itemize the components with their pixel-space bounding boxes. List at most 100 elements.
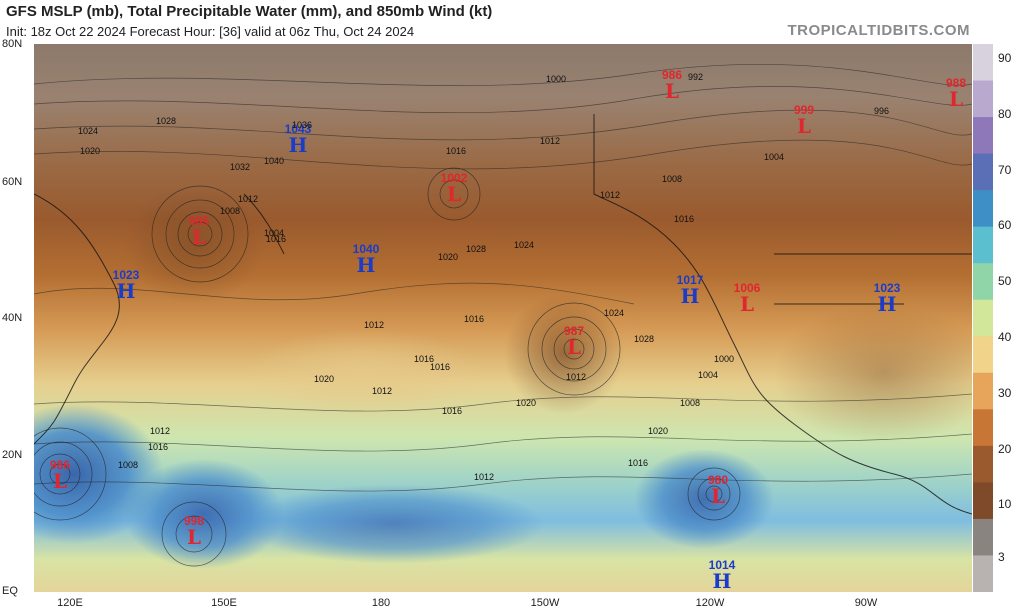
- low-letter: L: [796, 114, 812, 138]
- isobar-label: 992: [688, 72, 704, 82]
- low-pressure-center: 998 L: [183, 514, 205, 549]
- colorbar-tick-label: 50: [998, 274, 1012, 288]
- colorbar-swatch: [973, 117, 993, 155]
- isobar-label: 1040: [264, 156, 285, 166]
- pressure-value: 1006: [733, 281, 761, 295]
- isobar-label: 1036: [292, 120, 313, 130]
- isobar-label: 1012: [364, 320, 385, 330]
- colorbar-swatch: [973, 518, 993, 556]
- isobar-label: 1012: [600, 190, 621, 200]
- isobar-label: 1012: [566, 372, 587, 382]
- lon-label-120e: 120E: [57, 597, 83, 609]
- low-pressure-center: 986 L: [49, 458, 71, 493]
- colorbar-tick-label: 10: [998, 497, 1012, 511]
- low-letter: L: [948, 87, 964, 111]
- colorbar: [973, 44, 993, 592]
- isobar-label: 1012: [238, 194, 259, 204]
- colorbar-tick-label: 40: [998, 330, 1012, 344]
- low-letter: L: [739, 292, 755, 316]
- isobar-label: 1012: [540, 136, 561, 146]
- colorbar-swatch: [973, 336, 993, 374]
- pressure-value: 986: [661, 68, 683, 82]
- low-pressure-center: 1002 L: [440, 171, 468, 206]
- colorbar-tick-label: 70: [998, 163, 1012, 177]
- isobar-label: 1008: [118, 460, 139, 470]
- map-subtitle: Init: 18z Oct 22 2024 Forecast Hour: [36…: [6, 24, 415, 39]
- colorbar-swatch: [973, 190, 993, 228]
- high-letter: H: [877, 292, 897, 316]
- pressure-value: 987: [563, 324, 585, 338]
- isobar-label: 1000: [714, 354, 735, 364]
- moisture-blob: [244, 329, 484, 419]
- moisture-blob: [124, 184, 264, 304]
- isobar-lines: [34, 64, 972, 492]
- colorbar-swatch: [973, 555, 993, 592]
- colorbar-swatch: [973, 409, 993, 447]
- lon-label-180: 180: [371, 597, 391, 609]
- low-pressure-center: 987 L: [563, 324, 585, 359]
- colorbar-tick-label: 90: [998, 51, 1012, 65]
- low-pressure-center: 980 L: [707, 473, 729, 508]
- pressure-value: 988: [945, 76, 967, 90]
- isobar-label: 1032: [230, 162, 251, 172]
- low-pressure-center: 985 L: [189, 214, 209, 247]
- isobar-label: 1008: [220, 206, 241, 216]
- pressure-value: 1014: [708, 558, 736, 572]
- pressure-value: 998: [183, 514, 205, 528]
- high-letter: H: [712, 569, 732, 592]
- pressure-value: 980: [707, 473, 729, 487]
- isobar-label: 1004: [698, 370, 719, 380]
- colorbar-tick-label: 60: [998, 218, 1012, 232]
- colorbar-swatch: [973, 80, 993, 118]
- isobar-label: 1020: [314, 374, 335, 384]
- low-letter: L: [710, 484, 726, 508]
- low-letter: L: [446, 182, 462, 206]
- lon-label-150w: 150W: [530, 597, 560, 609]
- isobar-label: 1024: [78, 126, 99, 136]
- high-pressure-center: 1017 H: [676, 273, 704, 306]
- high-pressure-center: 1040 H: [352, 242, 380, 277]
- moisture-blob: [124, 459, 284, 569]
- pressure-value: 1023: [112, 268, 140, 282]
- isobar-label: 1028: [156, 116, 177, 126]
- isobar-label: 1016: [430, 362, 451, 372]
- colorbar-tick-label: 3: [998, 550, 1005, 564]
- isobar-label: 1012: [372, 386, 393, 396]
- colorbar-swatch: [973, 482, 993, 520]
- low-letter: L: [566, 335, 582, 359]
- high-letter: H: [356, 253, 376, 277]
- pressure-value: 1017: [676, 273, 704, 287]
- map-panel[interactable]: 986 L 999 L 988 L 1043 H 1002 L 985 L 1040 H 10…: [34, 44, 972, 592]
- isobar-label: 1008: [662, 174, 683, 184]
- isobar-label: 1020: [648, 426, 669, 436]
- isobar-label: 996: [874, 106, 890, 116]
- coastlines: [34, 114, 972, 515]
- isobar-label: 1016: [628, 458, 649, 468]
- high-pressure-center: 1043 H: [285, 122, 312, 157]
- isobar-label: 1016: [446, 146, 467, 156]
- isobar-label: 1028: [634, 334, 655, 344]
- colorbar-swatch: [973, 299, 993, 337]
- pressure-value: 1023: [873, 281, 901, 295]
- isobar-label: 1016: [464, 314, 485, 324]
- low-letter: L: [52, 469, 68, 493]
- high-pressure-center: 1023 H: [112, 268, 140, 301]
- low-pressure-center: 1006 L: [733, 281, 761, 316]
- pressure-value: 986: [49, 458, 71, 472]
- pressure-value: 1040: [352, 242, 380, 256]
- isobar-label: 1016: [414, 354, 435, 364]
- lat-label-20n: 20N: [2, 449, 23, 461]
- lat-label-eq: EQ: [2, 585, 18, 597]
- isobar-label: 1012: [474, 472, 495, 482]
- colorbar-tick-label: 30: [998, 386, 1012, 400]
- colorbar-tick-label: 20: [998, 442, 1012, 456]
- credit-watermark: TROPICALTIDBITS.COM: [787, 22, 970, 39]
- isobar-label: 1016: [674, 214, 695, 224]
- lat-label-40n: 40N: [2, 312, 23, 324]
- isobar-label: 1008: [680, 398, 701, 408]
- colorbar-swatch: [973, 372, 993, 410]
- isobar-label: 1016: [442, 406, 463, 416]
- high-letter: H: [288, 133, 308, 157]
- low-letter: L: [186, 525, 202, 549]
- pressure-value: 1002: [440, 171, 468, 185]
